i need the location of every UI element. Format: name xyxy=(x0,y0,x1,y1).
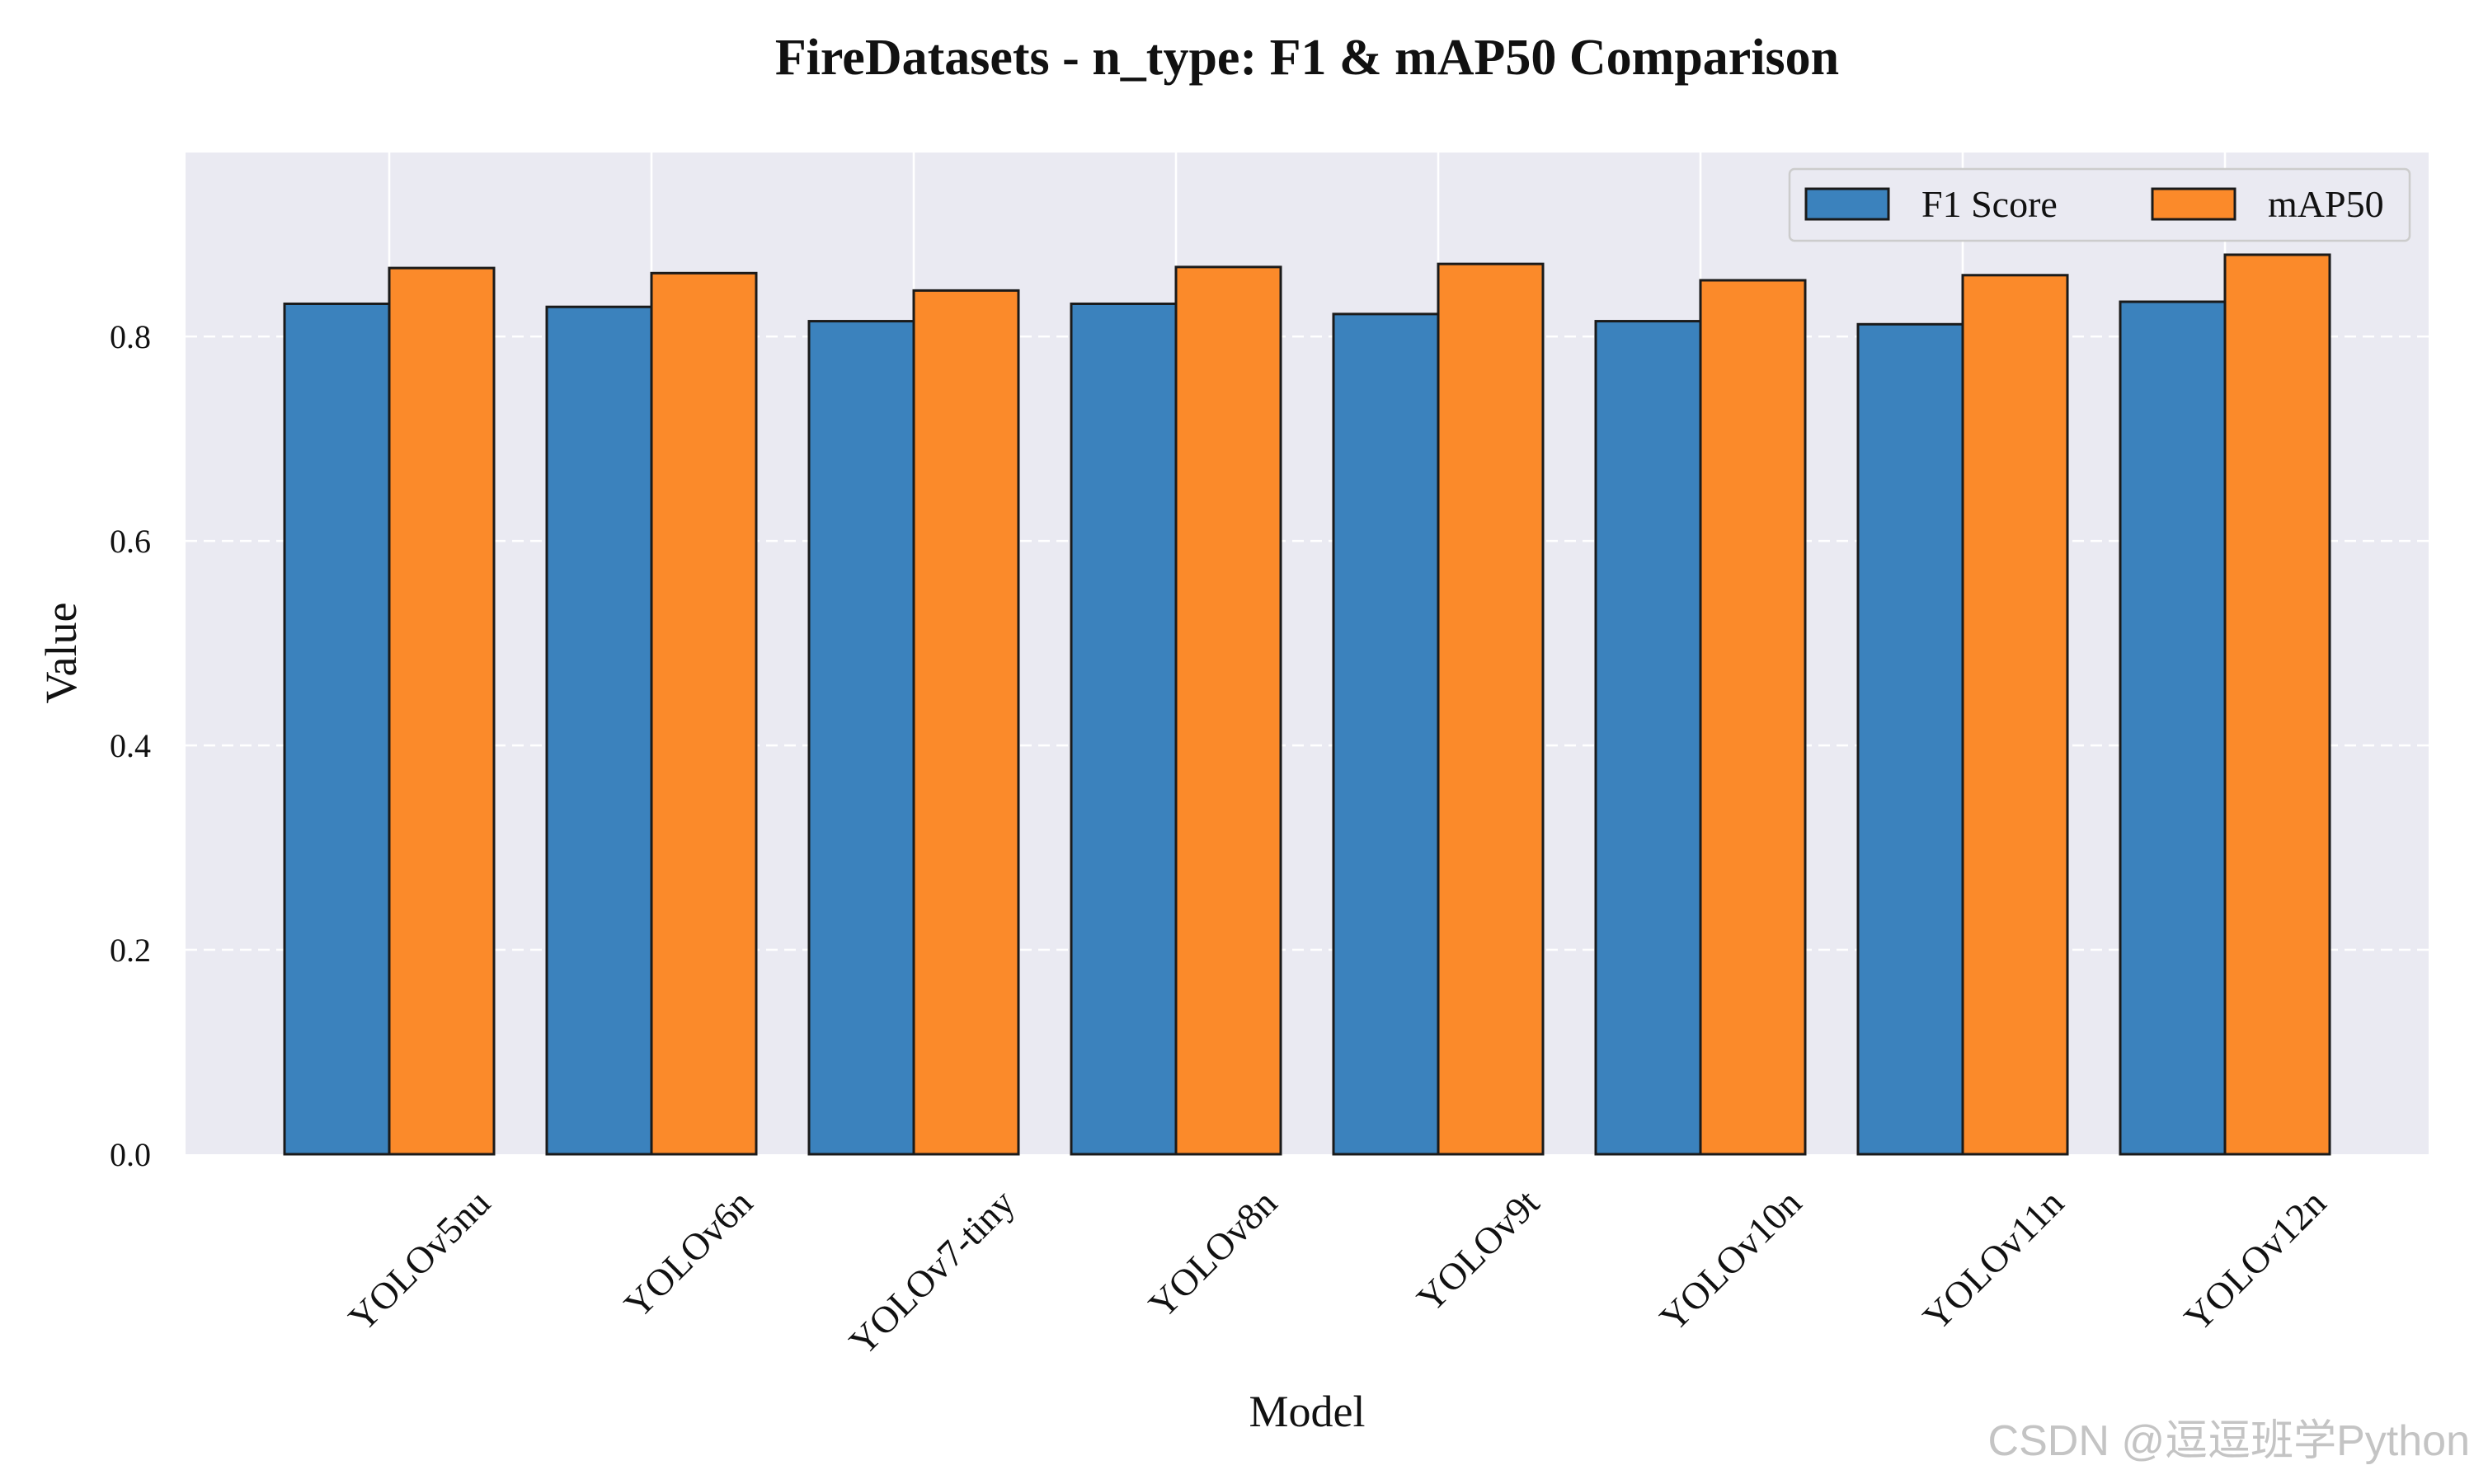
legend-swatch xyxy=(1804,187,1890,221)
legend-label: mAP50 xyxy=(2268,183,2384,225)
y-tick-label: 0.8 xyxy=(110,318,151,355)
legend-frame xyxy=(1788,167,2411,242)
bar-f1-score xyxy=(2119,300,2227,1156)
bar-f1-score xyxy=(1332,312,1440,1156)
bar-map50 xyxy=(1699,279,1807,1156)
bar-map50 xyxy=(650,271,758,1156)
legend-label: F1 Score xyxy=(1921,183,2058,225)
bar-map50 xyxy=(1174,265,1282,1156)
bar-f1-score xyxy=(1070,302,1178,1156)
bars xyxy=(283,253,2331,1156)
x-tick-label: YOLOv8n xyxy=(1141,1181,1285,1326)
bar-f1-score xyxy=(807,320,915,1156)
bar-f1-score xyxy=(1856,322,1964,1156)
legend-swatch xyxy=(2151,187,2236,221)
bar-map50 xyxy=(912,289,1020,1156)
bar-f1-score xyxy=(545,305,653,1156)
y-axis-ticks: 0.0 0.2 0.4 0.6 0.8 xyxy=(110,318,151,1173)
x-tick-label: YOLOv6n xyxy=(616,1181,760,1326)
x-tick-label: YOLOv10n xyxy=(1652,1181,1809,1339)
x-tick-label: YOLOv7-tiny xyxy=(841,1181,1023,1363)
x-tick-label: YOLOv5nu xyxy=(341,1181,498,1339)
x-tick-label: YOLOv9t xyxy=(1409,1181,1547,1320)
y-tick-label: 0.4 xyxy=(110,727,151,764)
x-axis-ticks: YOLOv5nu YOLOv6n YOLOv7-tiny YOLOv8n YOLOv9t… xyxy=(341,1181,2334,1364)
x-tick-label: YOLOv11n xyxy=(1915,1181,2072,1338)
bar-f1-score xyxy=(1594,320,1702,1156)
y-tick-label: 0.6 xyxy=(110,523,151,560)
bar-map50 xyxy=(388,266,496,1156)
bar-map50 xyxy=(2223,253,2331,1156)
y-tick-label: 0.2 xyxy=(110,932,151,969)
bar-f1-score xyxy=(283,302,391,1156)
legend: F1 Score mAP50 xyxy=(1788,167,2411,242)
y-tick-label: 0.0 xyxy=(110,1136,151,1173)
plot-area xyxy=(186,153,2429,1154)
x-tick-label: YOLOv12n xyxy=(2176,1181,2334,1339)
chart-title: FireDatasets - n_type: F1 & mAP50 Compar… xyxy=(775,30,1839,86)
watermark: CSDN @逗逗班学Python xyxy=(1988,1417,2470,1465)
x-axis-label: Model xyxy=(1249,1387,1366,1436)
y-axis-label: Value xyxy=(36,603,86,704)
bar-map50 xyxy=(1961,274,2069,1156)
bar-map50 xyxy=(1437,262,1545,1156)
